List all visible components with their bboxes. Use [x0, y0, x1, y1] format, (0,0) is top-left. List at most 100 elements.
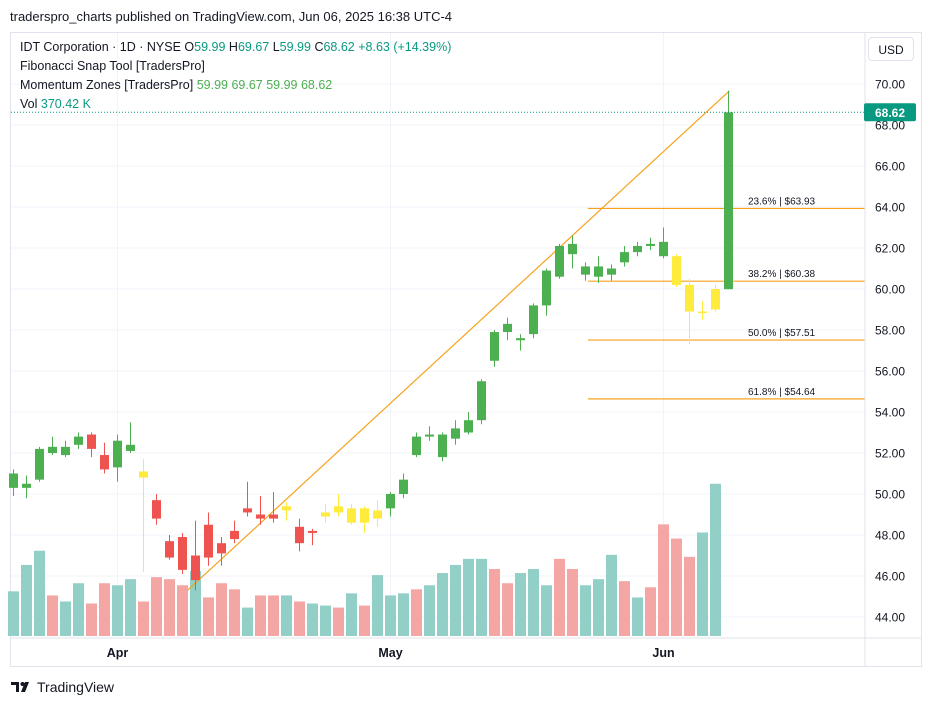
candle-body [360, 508, 369, 523]
fib-level-label: 61.8% | $54.64 [748, 387, 816, 398]
candle-body [620, 252, 629, 263]
volume-bar [463, 558, 474, 636]
candle-body [724, 112, 733, 290]
volume-bar [151, 577, 162, 636]
candle-body [22, 483, 31, 488]
candle-body [555, 245, 564, 277]
candle-body [698, 311, 707, 314]
fib-level-label: 23.6% | $63.93 [748, 196, 816, 207]
volume-bar [242, 607, 253, 636]
volume-bar [437, 573, 448, 636]
candle-body [152, 500, 161, 519]
candle-body [607, 268, 616, 275]
volume-bar [515, 573, 526, 636]
volume-bar [385, 595, 396, 636]
volume-bar [502, 583, 513, 636]
candle-body [243, 508, 252, 513]
volume-value: 370.42 K [40, 97, 91, 111]
volume-bar [346, 593, 357, 636]
candle-body [334, 506, 343, 513]
candle-body [581, 266, 590, 275]
candle-body [178, 537, 187, 570]
volume-bar [268, 595, 279, 636]
legend-close: 68.62 [323, 40, 355, 54]
candle-body [529, 305, 538, 335]
volume-bar [164, 579, 175, 636]
candle-body [217, 543, 226, 554]
volume-bar [710, 483, 721, 636]
volume-bar [372, 575, 383, 636]
volume-bar [60, 601, 71, 636]
publisher-line: traderspro_charts published on TradingVi… [10, 9, 453, 24]
candle-body [685, 284, 694, 312]
volume-bar [476, 558, 487, 636]
volume-bar [112, 585, 123, 636]
candle-body [48, 446, 57, 453]
fib-level-label: 50.0% | $57.51 [748, 328, 816, 339]
volume-bar [450, 564, 461, 636]
last-price-label: 68.62 [875, 106, 905, 120]
volume-bar [177, 585, 188, 636]
y-tick-label: 48.00 [875, 529, 905, 543]
volume-bar [697, 532, 708, 636]
candle-body [204, 524, 213, 558]
y-tick-label: 70.00 [875, 78, 905, 92]
candle-body [139, 471, 148, 478]
volume-bar [554, 558, 565, 636]
volume-bar [541, 585, 552, 636]
legend-h-label: H [228, 40, 238, 54]
indicator-fib-name: Fibonacci Snap Tool [TradersPro] [20, 59, 205, 73]
volume-bar [281, 595, 292, 636]
candle-body [399, 479, 408, 494]
candle-body [568, 243, 577, 255]
x-tick-label: Jun [652, 646, 674, 660]
volume-bar [593, 579, 604, 636]
volume-bar [47, 595, 58, 636]
candle-body [35, 448, 44, 480]
legend-volume[interactable]: Vol 370.42 K [20, 97, 91, 111]
y-tick-label: 60.00 [875, 283, 905, 297]
y-tick-label: 54.00 [875, 406, 905, 420]
candle-body [256, 514, 265, 519]
volume-bar [619, 581, 630, 636]
y-tick-label: 64.00 [875, 201, 905, 215]
volume-bar [632, 597, 643, 636]
candle-body [74, 436, 83, 445]
volume-bar [294, 601, 305, 636]
candle-body [490, 332, 499, 361]
candle-body [646, 243, 655, 246]
brand-label: TradingView [37, 679, 115, 695]
volume-bar [203, 597, 214, 636]
tradingview-brand[interactable]: TradingView [11, 679, 114, 695]
candle-body [113, 440, 122, 468]
candle-body [594, 266, 603, 277]
x-tick-label: Apr [107, 646, 129, 660]
y-tick-label: 52.00 [875, 447, 905, 461]
currency-button[interactable]: USD [868, 37, 914, 61]
legend-l-label: L [272, 40, 280, 54]
legend-indicator-fib[interactable]: Fibonacci Snap Tool [TradersPro] [20, 59, 205, 73]
fib-level-label: 38.2% | $60.38 [748, 269, 816, 280]
candle-body [464, 420, 473, 433]
candle-body [412, 436, 421, 456]
y-tick-label: 66.00 [875, 160, 905, 174]
volume-bar [411, 589, 422, 636]
candle-body [230, 530, 239, 540]
volume-bar [398, 593, 409, 636]
volume-bar [684, 556, 695, 636]
volume-bar [21, 564, 32, 636]
volume-bar [671, 538, 682, 636]
candle-body [9, 473, 18, 488]
y-tick-label: 44.00 [875, 611, 905, 625]
legend-indicator-momentum[interactable]: Momentum Zones [TradersPro] 59.99 69.67 … [20, 78, 332, 92]
y-tick-label: 68.00 [875, 119, 905, 133]
y-tick-label: 50.00 [875, 488, 905, 502]
candle-body [438, 434, 447, 458]
volume-label: Vol [20, 97, 38, 111]
legend-open: 59.99 [194, 40, 226, 54]
grid-lines [11, 33, 865, 637]
last-price-tag [864, 103, 916, 122]
legend-c-label: C [314, 40, 324, 54]
chart-frame[interactable] [10, 32, 922, 667]
